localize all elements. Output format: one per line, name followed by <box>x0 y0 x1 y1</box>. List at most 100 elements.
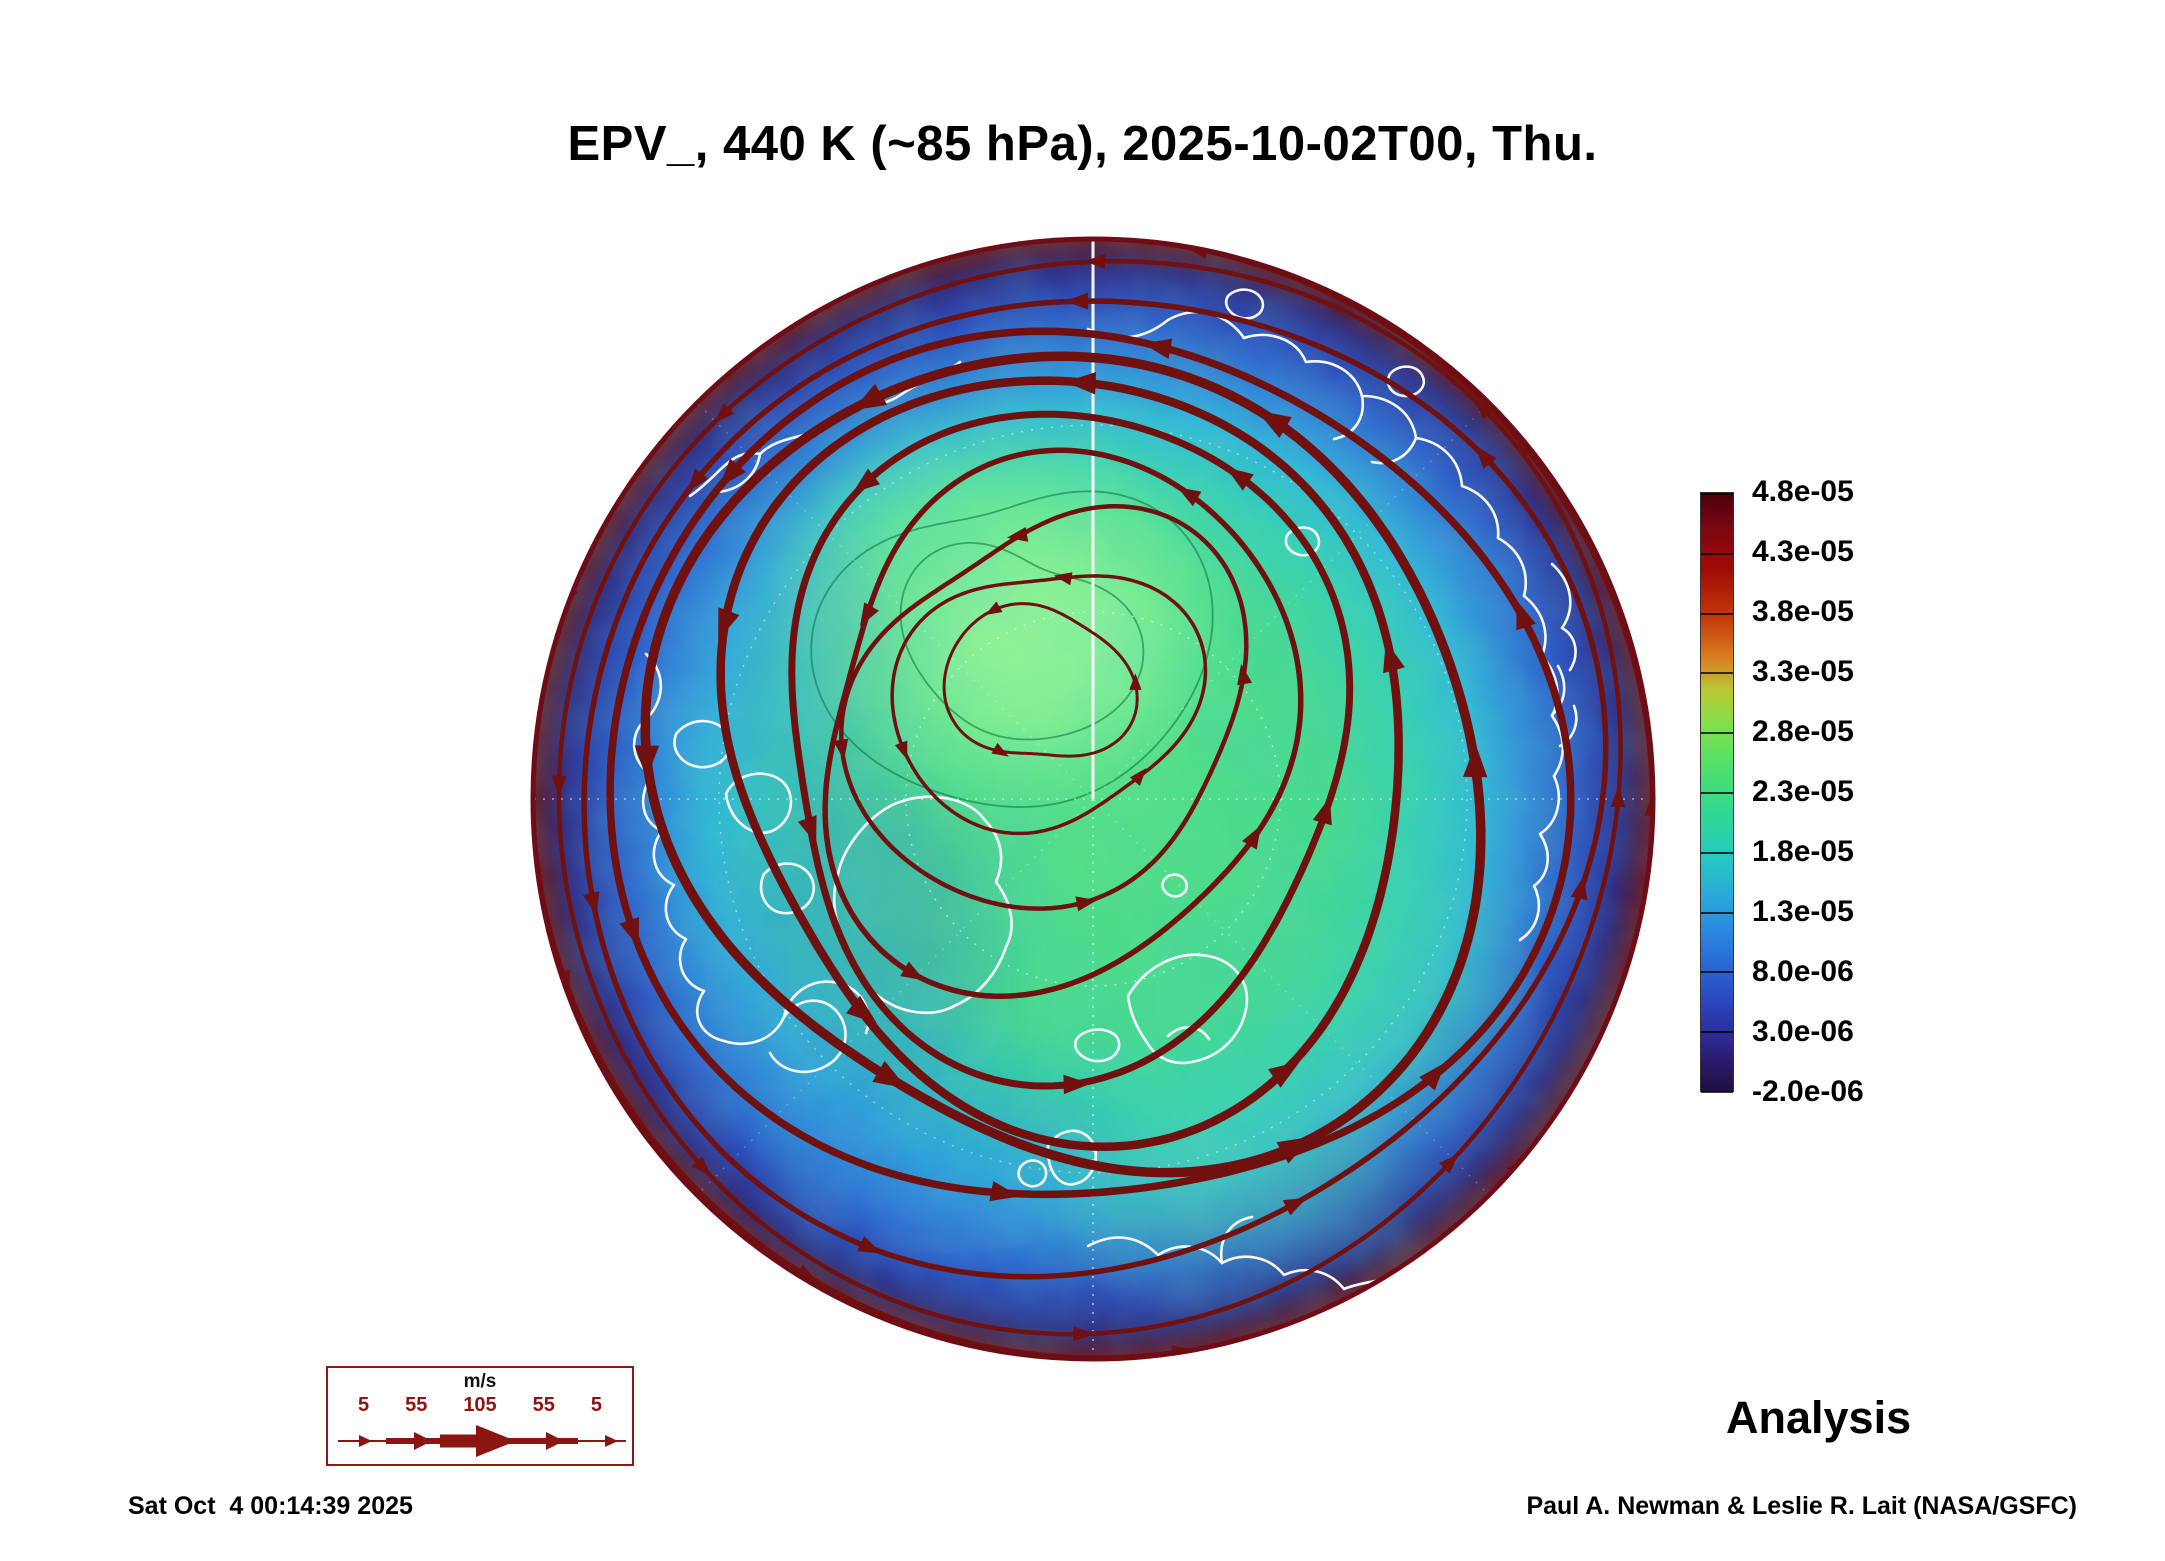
coastline-path <box>1161 873 1188 898</box>
streamline-arrowhead <box>582 891 600 916</box>
colorbar-tick-label: 3.0e-06 <box>1752 1015 1854 1048</box>
meridian-dotted <box>697 403 1489 1195</box>
streamline-arrowhead <box>1570 875 1588 901</box>
coastline-path <box>1224 288 1265 320</box>
coastline-path <box>1370 436 1418 465</box>
streamline-arrowhead <box>1053 572 1073 586</box>
credit: Paul A. Newman & Leslie R. Lait (NASA/GS… <box>1526 1492 2077 1520</box>
streamline-arrowhead <box>1226 467 1254 491</box>
arrowhead-small <box>359 1435 372 1447</box>
streamline-arrowhead <box>718 607 740 640</box>
wind-speed-legend: m/s 5 55 105 55 5 <box>326 1366 634 1466</box>
coastline-path <box>1219 1215 1254 1265</box>
streamline-arrowhead <box>1439 1154 1459 1174</box>
colorbar-gradient <box>1700 492 1734 1093</box>
wind-legend-units: m/s <box>463 1371 497 1392</box>
colorbar-tick-label: 4.8e-05 <box>1752 475 1854 508</box>
wind-speed-value: 55 <box>405 1394 428 1416</box>
wind-speed-value: 5 <box>358 1394 370 1416</box>
colorbar-tick-label: 4.3e-05 <box>1752 535 1854 568</box>
coastline-path <box>1074 1028 1121 1063</box>
streamline-arrowhead <box>857 1236 882 1254</box>
streamline-arrowhead <box>551 775 567 797</box>
streamline-arrowhead <box>619 916 640 947</box>
streamline-path <box>606 327 1575 1199</box>
colorbar-tick <box>1701 911 1733 914</box>
streamline-arrowhead <box>1257 410 1292 439</box>
colorbar-tick <box>1701 552 1733 555</box>
wind-speed-value: 55 <box>532 1394 555 1416</box>
streamline-arrowhead <box>1312 796 1332 826</box>
arrowhead-small <box>605 1435 618 1447</box>
colorbar-tick-label: 2.8e-05 <box>1752 715 1854 748</box>
colorbar-tick-label: -2.0e-06 <box>1752 1075 1864 1108</box>
streamline-arrowhead <box>900 961 925 981</box>
streamline-arrowhead <box>989 1181 1019 1202</box>
colorbar-tick <box>1701 792 1733 794</box>
streamline-arrowhead <box>846 995 877 1024</box>
streamline-path <box>788 410 1354 1090</box>
streamline-path <box>716 376 1403 1152</box>
colorbar-tick-label: 1.3e-05 <box>1752 895 1854 928</box>
streamline-arrowhead <box>1084 254 1106 269</box>
streamline-path <box>890 574 1208 836</box>
streamline-arrowhead <box>852 468 880 493</box>
streamline-arrowhead <box>719 458 746 487</box>
streamline-arrowhead <box>1242 825 1261 850</box>
coastline-path <box>1017 1159 1048 1188</box>
streamline-arrowhead <box>1065 292 1089 310</box>
streamline-arrowhead <box>1129 768 1147 786</box>
colorbar-tick-label: 8.0e-06 <box>1752 955 1854 988</box>
streamline-arrowhead <box>860 602 879 627</box>
colorbar-tick <box>1701 851 1733 854</box>
streamline-path <box>581 298 1609 1280</box>
streamline-arrowhead <box>1177 487 1202 507</box>
wind-speed-value: 5 <box>590 1394 602 1416</box>
plot-title: EPV_, 440 K (~85 hPa), 2025-10-02T00, Th… <box>567 117 1598 171</box>
wind-speed-value: 105 <box>463 1394 497 1416</box>
colorbar-tick <box>1701 971 1733 974</box>
streamline-arrowhead <box>1610 786 1626 808</box>
coastline-path <box>724 772 793 834</box>
colorbar-tick-label: 2.3e-05 <box>1752 775 1854 808</box>
streamline-arrowhead <box>894 740 908 760</box>
coastline-path <box>722 999 847 1074</box>
streamline-arrowhead <box>1075 896 1097 912</box>
latitude-circle <box>718 424 1468 1174</box>
colorbar-tick-label: 3.3e-05 <box>1752 655 1854 688</box>
coastline-path <box>759 862 815 915</box>
colorbar-tick <box>1701 672 1733 675</box>
streamline-arrowhead <box>1065 372 1097 395</box>
streamline-arrowhead <box>991 742 1009 757</box>
colorbar-tick <box>1701 732 1733 735</box>
streamline-arrowhead <box>1475 445 1497 469</box>
colorbar-tick <box>1701 493 1733 495</box>
colorbar-tick <box>1701 1031 1733 1034</box>
coastline-path <box>1386 365 1425 398</box>
streamline-arrowhead <box>797 815 817 844</box>
streamline-arrowhead <box>1063 1074 1091 1095</box>
polar-stereographic-map <box>530 236 1656 1362</box>
streamline-arrowhead <box>714 403 734 423</box>
colorbar-tick <box>1701 1091 1733 1093</box>
streamline-arrowhead <box>1073 1326 1094 1342</box>
meridian-dotted <box>697 403 1489 1195</box>
timestamp: Sat Oct 4 00:14:39 2025 <box>128 1492 413 1520</box>
arrowhead-medium <box>414 1432 432 1450</box>
streamline-arrowhead <box>1516 600 1536 631</box>
streamline-arrowhead <box>687 468 709 492</box>
streamline-arrowhead <box>1383 640 1405 674</box>
colorbar-tick-label: 3.8e-05 <box>1752 595 1854 628</box>
colorbar-tick <box>1701 612 1733 615</box>
streamline-arrowhead <box>1142 338 1173 359</box>
colorbar-tick-label: 1.8e-05 <box>1752 835 1854 868</box>
coastline-path <box>1518 774 1561 942</box>
streamline-arrowhead <box>1474 399 1495 420</box>
analysis-label: Analysis <box>1726 1392 1912 1443</box>
coastline-path <box>1126 953 1249 1065</box>
streamline-arrowhead <box>833 738 849 760</box>
arrowhead-large <box>476 1425 516 1457</box>
coastline-path <box>1332 394 1365 441</box>
streamline-arrowhead <box>985 601 1003 616</box>
